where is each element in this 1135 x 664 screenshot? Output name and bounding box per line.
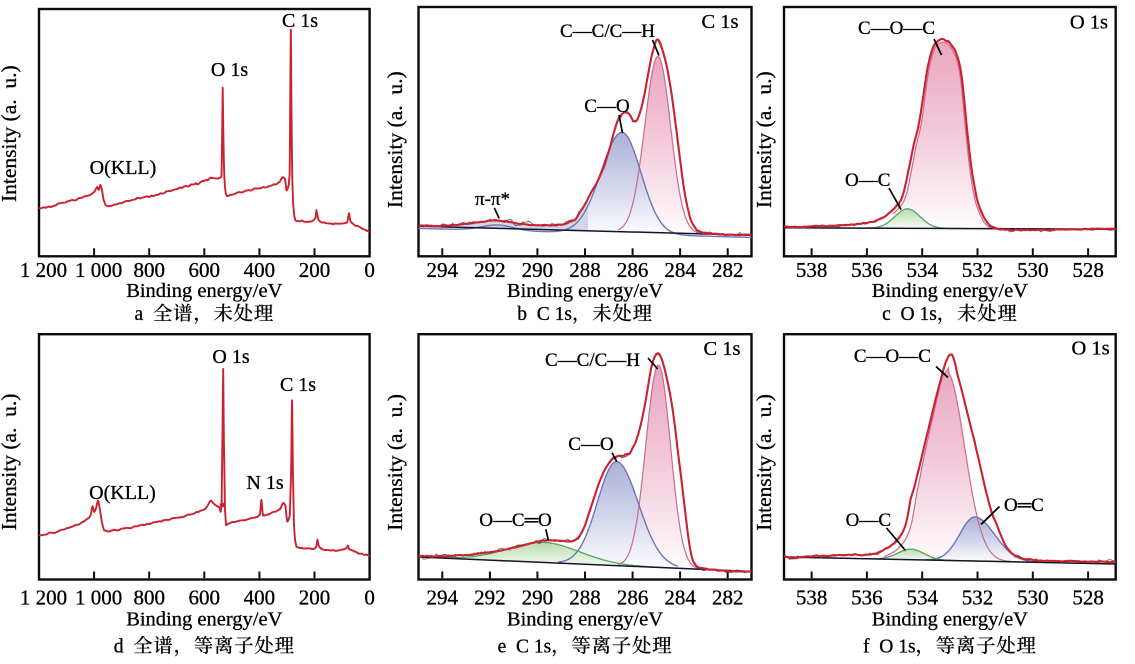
svg-text:Intensity (a. u.): Intensity (a. u.) <box>0 65 21 202</box>
svg-text:530: 530 <box>1017 258 1049 282</box>
svg-text:C 1s: C 1s <box>701 11 738 33</box>
svg-text:Binding energy/eV: Binding energy/eV <box>126 609 282 631</box>
svg-text:d: d <box>114 636 134 657</box>
svg-text:Intensity (a. u.): Intensity (a. u.) <box>0 394 21 531</box>
svg-text:Intensity (a. u.): Intensity (a. u.) <box>752 394 776 531</box>
svg-text:O—C═O: O—C═O <box>479 510 552 531</box>
svg-text:C—C/C—H: C—C/C—H <box>560 21 655 42</box>
svg-text:O—C: O—C <box>846 510 891 531</box>
svg-text:Binding energy/eV: Binding energy/eV <box>126 280 282 302</box>
svg-text:200: 200 <box>299 585 331 609</box>
svg-text:O═C: O═C <box>1004 495 1044 516</box>
svg-text:282: 282 <box>712 258 744 282</box>
svg-text:288: 288 <box>569 258 601 282</box>
svg-text:400: 400 <box>244 258 276 282</box>
svg-text:534: 534 <box>906 585 938 609</box>
svg-text:O—C: O—C <box>845 170 890 191</box>
svg-text:538: 538 <box>796 258 828 282</box>
svg-text:600: 600 <box>189 258 221 282</box>
svg-text:O 1s: O 1s <box>211 59 248 81</box>
svg-text:O 1s: O 1s <box>212 346 249 368</box>
svg-text:C 1s: C 1s <box>703 338 740 360</box>
svg-text:C—O: C—O <box>584 96 629 117</box>
svg-text:528: 528 <box>1072 585 1104 609</box>
svg-text:C—O—C: C—O—C <box>858 18 935 39</box>
svg-text:400: 400 <box>244 585 276 609</box>
svg-text:532: 532 <box>962 585 994 609</box>
svg-text:282: 282 <box>712 585 744 609</box>
svg-text:C—C/C—H: C—C/C—H <box>545 350 640 371</box>
svg-text:288: 288 <box>569 585 601 609</box>
svg-text:Binding energy/eV: Binding energy/eV <box>872 280 1028 302</box>
svg-text:536: 536 <box>851 258 883 282</box>
svg-text:294: 294 <box>427 585 459 609</box>
svg-text:1 200: 1 200 <box>20 258 67 282</box>
svg-text:f O 1s: f O 1s <box>863 636 916 657</box>
svg-text:290: 290 <box>522 585 554 609</box>
svg-text:1 000: 1 000 <box>75 585 122 609</box>
svg-text:N 1s: N 1s <box>246 472 283 494</box>
svg-text:e C 1s: e C 1s <box>498 636 552 657</box>
svg-text:294: 294 <box>427 258 459 282</box>
svg-text:Binding energy/eV: Binding energy/eV <box>507 280 663 302</box>
svg-text:C 1s: C 1s <box>282 10 318 32</box>
svg-text:Intensity (a. u.): Intensity (a. u.) <box>383 394 407 531</box>
svg-text:1 200: 1 200 <box>20 585 67 609</box>
svg-text:528: 528 <box>1072 258 1104 282</box>
svg-text:534: 534 <box>906 258 938 282</box>
svg-text:1 000: 1 000 <box>75 258 122 282</box>
svg-text:292: 292 <box>474 258 506 282</box>
svg-text:Intensity (a. u.): Intensity (a. u.) <box>752 71 776 208</box>
svg-text:C 1s: C 1s <box>280 374 316 396</box>
svg-text:286: 286 <box>617 258 649 282</box>
svg-text:C—O—C: C—O—C <box>854 346 931 367</box>
svg-text:284: 284 <box>664 585 696 609</box>
svg-text:286: 286 <box>617 585 649 609</box>
svg-text:200: 200 <box>299 258 331 282</box>
svg-text:800: 800 <box>133 585 165 609</box>
svg-text:284: 284 <box>664 258 696 282</box>
svg-text:O(KLL): O(KLL) <box>89 482 156 504</box>
svg-text:Intensity (a. u.): Intensity (a. u.) <box>383 71 407 208</box>
svg-text:530: 530 <box>1017 585 1049 609</box>
svg-text:b C 1s: b C 1s <box>517 304 572 325</box>
svg-text:536: 536 <box>851 585 883 609</box>
svg-text:a: a <box>135 304 153 325</box>
svg-text:0: 0 <box>364 258 375 282</box>
svg-text:292: 292 <box>474 585 506 609</box>
svg-text:O 1s: O 1s <box>1072 337 1110 359</box>
svg-text:290: 290 <box>522 258 554 282</box>
svg-text:C—O: C—O <box>568 434 613 455</box>
svg-text:π-π*: π-π* <box>475 189 510 210</box>
svg-text:538: 538 <box>796 585 828 609</box>
svg-text:800: 800 <box>133 258 165 282</box>
svg-text:O 1s: O 1s <box>1070 12 1108 34</box>
svg-text:c O 1s: c O 1s <box>882 304 937 325</box>
svg-text:0: 0 <box>364 585 375 609</box>
svg-text:600: 600 <box>189 585 221 609</box>
svg-text:O(KLL): O(KLL) <box>90 157 157 179</box>
svg-text:Binding energy/eV: Binding energy/eV <box>507 609 663 631</box>
svg-text:532: 532 <box>962 258 994 282</box>
svg-text:Binding energy/eV: Binding energy/eV <box>872 609 1028 631</box>
